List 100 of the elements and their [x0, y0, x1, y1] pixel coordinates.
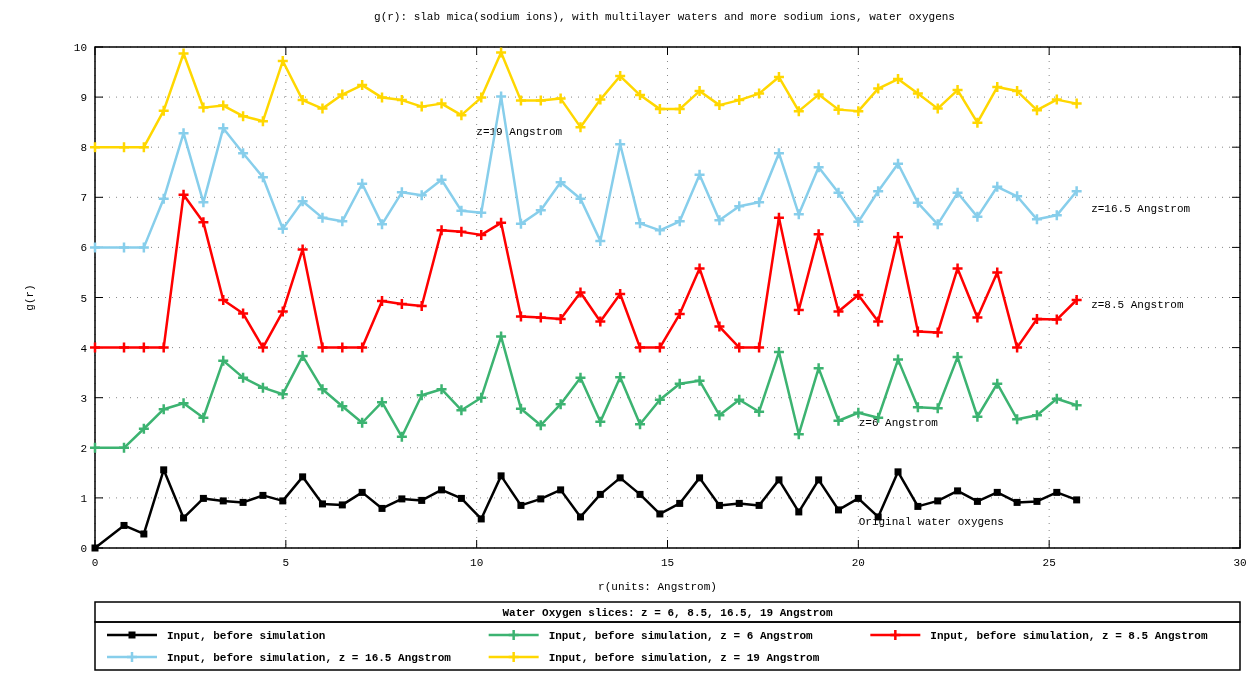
point	[494, 46, 508, 59]
point	[276, 387, 290, 401]
point	[157, 192, 170, 206]
point	[415, 299, 428, 313]
point	[613, 69, 627, 83]
point	[594, 415, 607, 428]
point	[1030, 312, 1044, 326]
y-tick-label: 1	[80, 492, 88, 505]
point	[457, 494, 465, 502]
point	[772, 146, 786, 160]
point	[199, 494, 207, 502]
point	[653, 393, 667, 406]
point	[219, 497, 227, 505]
point	[378, 504, 386, 512]
point	[117, 140, 131, 154]
point	[296, 349, 309, 363]
x-tick-label: 20	[851, 557, 865, 569]
point	[338, 501, 346, 509]
point	[415, 388, 428, 402]
point	[911, 325, 925, 338]
point	[1070, 398, 1083, 412]
point	[236, 371, 250, 384]
point	[735, 499, 743, 507]
point	[815, 476, 823, 484]
point	[395, 93, 409, 107]
point	[256, 114, 270, 128]
x-tick-label: 0	[91, 557, 99, 569]
point	[951, 350, 964, 364]
point	[197, 196, 210, 209]
point	[1050, 93, 1064, 106]
point	[318, 500, 326, 508]
point	[395, 186, 409, 199]
point	[792, 208, 806, 221]
point	[88, 140, 102, 154]
point	[1050, 392, 1064, 405]
point	[355, 416, 369, 429]
point	[117, 441, 131, 455]
point	[435, 224, 448, 237]
annotation: z=19 Angstrom	[476, 126, 563, 139]
point	[554, 397, 567, 411]
point	[91, 544, 99, 552]
point	[316, 102, 329, 115]
chart-title: g(r): slab mica(sodium ions), with multilayer waters and more sodium ions, water oxygens	[374, 11, 955, 23]
point	[455, 204, 468, 218]
point	[971, 410, 984, 423]
point	[514, 402, 528, 415]
point	[1070, 97, 1083, 110]
point	[733, 200, 746, 213]
point	[355, 78, 369, 92]
point	[574, 371, 587, 384]
point	[497, 472, 505, 480]
point	[891, 353, 905, 366]
point	[415, 100, 428, 113]
point	[911, 87, 925, 100]
point	[911, 196, 925, 210]
point	[914, 502, 922, 510]
point	[534, 311, 548, 324]
point	[157, 402, 170, 416]
x-tick-label: 15	[660, 557, 675, 569]
point	[733, 93, 746, 107]
point	[435, 97, 448, 110]
point	[991, 266, 1004, 279]
point	[435, 173, 448, 187]
point	[616, 474, 624, 482]
point	[375, 91, 389, 104]
point	[554, 92, 567, 105]
legend-label: Input, before simulation	[167, 630, 326, 642]
point	[435, 382, 448, 396]
point	[1010, 412, 1024, 426]
point	[934, 497, 942, 505]
point	[832, 305, 845, 318]
point	[852, 104, 865, 118]
point	[733, 393, 746, 406]
point	[673, 307, 686, 321]
point	[398, 495, 406, 503]
point	[991, 80, 1004, 94]
point	[971, 311, 984, 324]
point	[713, 214, 726, 227]
point	[259, 491, 267, 499]
point	[1010, 341, 1024, 354]
point	[613, 370, 627, 384]
point	[236, 307, 250, 320]
point	[832, 186, 845, 200]
legend-label: Input, before simulation, z = 16.5 Angstrom	[167, 652, 452, 664]
point	[574, 286, 587, 299]
point	[438, 486, 446, 494]
point	[534, 94, 548, 107]
point	[120, 521, 128, 529]
y-tick-label: 5	[80, 292, 87, 305]
y-tick-label: 8	[80, 142, 87, 155]
point	[157, 341, 170, 354]
point	[871, 82, 885, 95]
point	[375, 395, 389, 409]
point	[336, 88, 349, 101]
point	[894, 468, 902, 476]
y-tick-label: 10	[73, 42, 87, 54]
point	[494, 330, 508, 343]
point	[514, 310, 528, 323]
point	[653, 102, 667, 116]
annotation: z=16.5 Angstrom	[1091, 203, 1191, 216]
